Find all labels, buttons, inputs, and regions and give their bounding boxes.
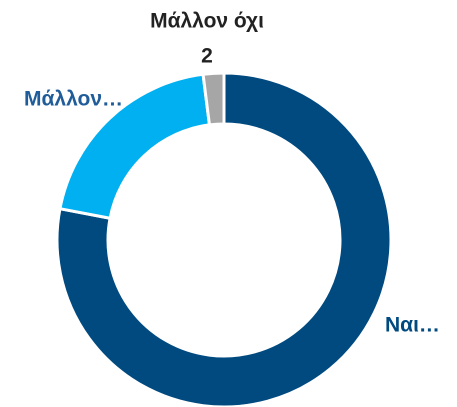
category-label: Ναι… [385, 314, 440, 337]
donut-segment [55, 71, 393, 407]
category-label: Μάλλον όχι [150, 10, 264, 33]
category-label: Μάλλον… [24, 88, 123, 111]
value-label: 2 [201, 45, 213, 68]
donut-segment [201, 71, 226, 127]
